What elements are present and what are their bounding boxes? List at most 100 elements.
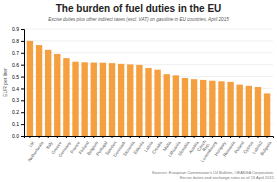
- bar: [200, 80, 206, 136]
- tick-label: 0.8: [12, 38, 19, 44]
- tick-mark: [112, 136, 113, 138]
- bar: [164, 74, 170, 136]
- grid-line: [24, 40, 273, 41]
- tick: 0.8: [12, 38, 24, 44]
- subtitle: Excise duties plus other indirect taxes …: [48, 17, 229, 22]
- tick: Croatia: [151, 136, 164, 155]
- tick-mark: [221, 136, 222, 138]
- tick-label: Bulgaria: [259, 140, 273, 157]
- bar: [173, 75, 179, 136]
- tick: Slovakia: [177, 136, 191, 157]
- bar: [264, 93, 270, 136]
- grid-line: [24, 29, 273, 30]
- bar: [72, 62, 78, 136]
- bar: [109, 63, 115, 136]
- bar: [145, 68, 151, 136]
- tick-label: 0.0: [12, 133, 19, 139]
- bar: [182, 78, 188, 136]
- tick-mark: [139, 136, 140, 138]
- tick-label: Netherlands: [27, 140, 45, 163]
- tick-mark: [212, 136, 213, 138]
- tick-label: 0.9: [12, 26, 19, 32]
- tick-mark: [121, 136, 122, 138]
- bar: [36, 45, 42, 136]
- bar: [191, 79, 197, 136]
- tick-mark: [175, 136, 176, 138]
- tick-label: 0.3: [12, 97, 19, 103]
- tick-mark: [130, 136, 131, 138]
- tick-label: 0.6: [12, 62, 19, 68]
- bar: [45, 50, 51, 136]
- bar: [127, 64, 133, 136]
- tick: 0.2: [12, 109, 24, 115]
- tick: Germany: [57, 136, 72, 158]
- tick-mark: [157, 136, 158, 138]
- tick-label: 0.1: [12, 121, 19, 127]
- tick-mark: [21, 53, 24, 54]
- grid-line: [24, 52, 273, 53]
- title: The burden of fuel duties in the EU: [56, 3, 222, 14]
- tick-mark: [48, 136, 49, 138]
- bar: [91, 63, 97, 136]
- source: Sources: European Commission's Oil Bulle…: [152, 170, 275, 180]
- bar: [237, 85, 243, 136]
- bar: [63, 58, 69, 136]
- tick-mark: [21, 29, 24, 30]
- tick: 0.5: [12, 74, 24, 80]
- tick: 0.1: [12, 121, 24, 127]
- tick: Netherlands: [27, 136, 45, 163]
- tick-mark: [166, 136, 167, 138]
- tick: UK: [28, 136, 36, 148]
- tick-mark: [21, 124, 24, 125]
- tick-label: 0.4: [12, 86, 19, 92]
- tick: Estonia: [132, 136, 145, 155]
- tick-mark: [21, 100, 24, 101]
- tick-label: Estonia: [132, 140, 145, 155]
- tick: 0.0: [12, 133, 24, 139]
- tick: 0.7: [12, 50, 24, 56]
- tick: 0.4: [12, 86, 24, 92]
- bar: [154, 70, 160, 136]
- bar: [246, 86, 252, 136]
- tick-mark: [21, 65, 24, 66]
- tick: Romania: [222, 136, 236, 158]
- bar: [27, 41, 33, 136]
- plot: 0.0 0.1 0.2 0.3 0.4 0.5 0.6 0.7 0.8 0.9 UKNetherla…: [12, 26, 273, 163]
- tick-label: 0.5: [12, 74, 19, 80]
- tick-mark: [203, 136, 204, 138]
- tick-mark: [21, 41, 24, 42]
- tick-mark: [239, 136, 240, 138]
- x-axis: UKNetherlandsItalyGreeceGermanyFranceFin…: [25, 136, 274, 163]
- bar: [54, 54, 60, 136]
- tick: 0.6: [12, 62, 24, 68]
- chart: The burden of fuel duties in the EU Excis…: [0, 0, 277, 182]
- bar: [227, 82, 233, 136]
- bar: [255, 87, 261, 136]
- tick-mark: [39, 136, 40, 138]
- axis-line: [21, 30, 25, 137]
- bar: [118, 64, 124, 136]
- tick-mark: [148, 136, 149, 138]
- tick-mark: [21, 77, 24, 78]
- tick-mark: [230, 136, 231, 138]
- y-axis-title: EUR per liter: [2, 68, 8, 97]
- tick-mark: [102, 136, 103, 138]
- tick-mark: [21, 88, 24, 89]
- tick-mark: [66, 136, 67, 138]
- bar: [209, 81, 215, 136]
- tick-mark: [194, 136, 195, 138]
- bar: [136, 65, 142, 136]
- tick-mark: [248, 136, 249, 138]
- bar: [100, 63, 106, 136]
- tick-mark: [21, 112, 24, 113]
- tick-label: UK: [28, 140, 36, 148]
- bar: [81, 62, 87, 136]
- tick-mark: [29, 136, 30, 138]
- tick-mark: [75, 136, 76, 138]
- tick: Bulgaria: [259, 136, 273, 156]
- tick-mark: [57, 136, 58, 138]
- axis-line: [25, 137, 274, 139]
- tick-label: Croatia: [151, 140, 164, 155]
- tick-mark: [184, 136, 185, 138]
- tick-label: 0.7: [12, 50, 19, 56]
